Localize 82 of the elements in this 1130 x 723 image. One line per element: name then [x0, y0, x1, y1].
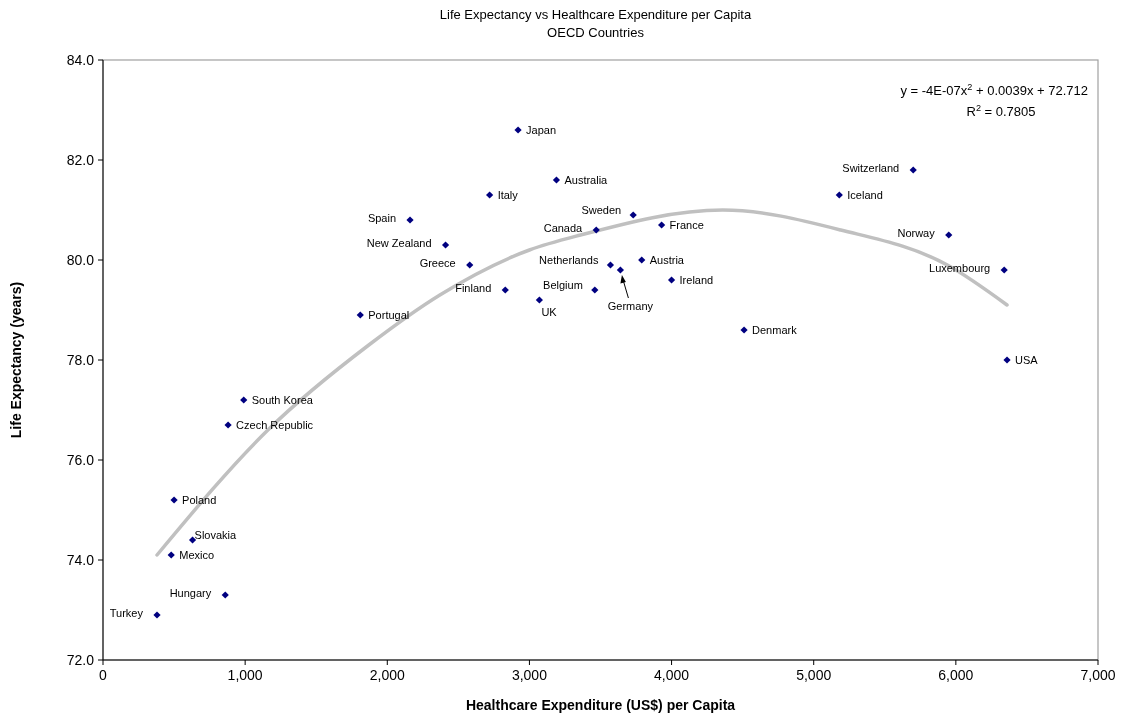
x-tick-label: 1,000 — [227, 667, 263, 683]
annotation: R$^{2}$ = 0.7805 — [966, 103, 1036, 119]
annotation: Mexico — [179, 549, 215, 561]
point — [667, 276, 676, 284]
point — [1000, 266, 1008, 274]
annotation: Ireland — [679, 274, 714, 286]
point — [170, 496, 178, 504]
annotation: Belgium — [543, 279, 583, 291]
point — [167, 551, 175, 559]
annotation: Switzerland — [842, 162, 900, 174]
annotation: Portugal — [368, 309, 410, 321]
annotation: France — [669, 219, 704, 231]
point — [1003, 356, 1011, 364]
x-tick-label: 0 — [99, 667, 108, 683]
point — [658, 221, 666, 229]
point — [909, 166, 917, 174]
annotation: Finland — [455, 282, 492, 294]
annotation: Spain — [367, 212, 397, 224]
annotation: Austria — [649, 254, 685, 266]
annotation: South Korea — [251, 394, 314, 406]
y-tick-label: 82.0 — [66, 151, 95, 168]
annotation: Hungary — [169, 587, 212, 599]
annotation: Japan — [526, 124, 557, 136]
point — [356, 311, 364, 319]
point — [638, 256, 646, 264]
annotation: USA — [1015, 354, 1039, 366]
chart-subtitle: OECD Countries — [547, 25, 645, 40]
y-tick-label: 80.0 — [66, 251, 95, 268]
y-tick-label: 78.0 — [66, 351, 95, 368]
point — [835, 191, 843, 199]
point — [188, 536, 197, 544]
point — [441, 241, 450, 249]
annotation: Denmark — [752, 324, 798, 336]
annotation: New Zealand — [366, 237, 432, 249]
point — [552, 176, 561, 184]
annotation: UK — [541, 306, 558, 318]
annotation: Sweden — [581, 204, 622, 216]
chart-title: Life Expectancy vs Healthcare Expenditure per Capita — [439, 7, 752, 22]
annotation: Slovakia — [194, 529, 238, 541]
point — [224, 421, 232, 429]
x-axis-title: Healthcare Expenditure (US$) per Capita — [465, 697, 736, 713]
point — [501, 286, 509, 294]
point — [591, 286, 599, 294]
point — [221, 591, 229, 599]
x-tick-label: 2,000 — [369, 667, 406, 683]
point — [616, 266, 624, 274]
annotation: Australia — [564, 174, 609, 186]
annotation: Turkey — [109, 607, 144, 619]
x-tick-label: 3,000 — [511, 667, 548, 683]
point — [629, 211, 637, 219]
annotation: Norway — [897, 227, 936, 239]
annotation: Poland — [182, 494, 217, 506]
y-tick-label: 74.0 — [66, 551, 95, 568]
y-tick-label: 76.0 — [66, 451, 95, 468]
annotation: Czech Republic — [236, 419, 314, 431]
annotation: Germany — [607, 300, 654, 312]
point — [486, 191, 494, 199]
y-tick-label: 72.0 — [66, 651, 95, 668]
point — [535, 296, 543, 304]
annotation: Canada — [543, 222, 584, 234]
point — [606, 261, 615, 269]
annotation: Iceland — [847, 189, 883, 201]
point — [406, 216, 414, 224]
annotation: y = -4E-07x$^{2}$ + 0.0039x + 72.712 — [900, 82, 1088, 98]
x-tick-label: 6,000 — [938, 667, 974, 683]
line-series — [155, 208, 1009, 557]
point — [740, 326, 748, 334]
point — [153, 611, 161, 619]
y-tick-label: 84.0 — [66, 51, 95, 68]
point — [945, 231, 953, 239]
annotation: Greece — [419, 257, 456, 269]
point — [240, 396, 248, 404]
x-tick-label: 4,000 — [654, 667, 690, 683]
point — [466, 261, 474, 269]
annotation: Luxembourg — [929, 262, 991, 274]
y-axis-title: Life Expectancy (years) — [8, 281, 24, 439]
annotation: Netherlands — [539, 254, 599, 266]
annotation: Italy — [497, 189, 519, 201]
point — [514, 126, 522, 134]
x-tick-label: 7,000 — [1080, 667, 1116, 683]
x-tick-label: 5,000 — [796, 667, 832, 683]
point — [592, 226, 600, 234]
